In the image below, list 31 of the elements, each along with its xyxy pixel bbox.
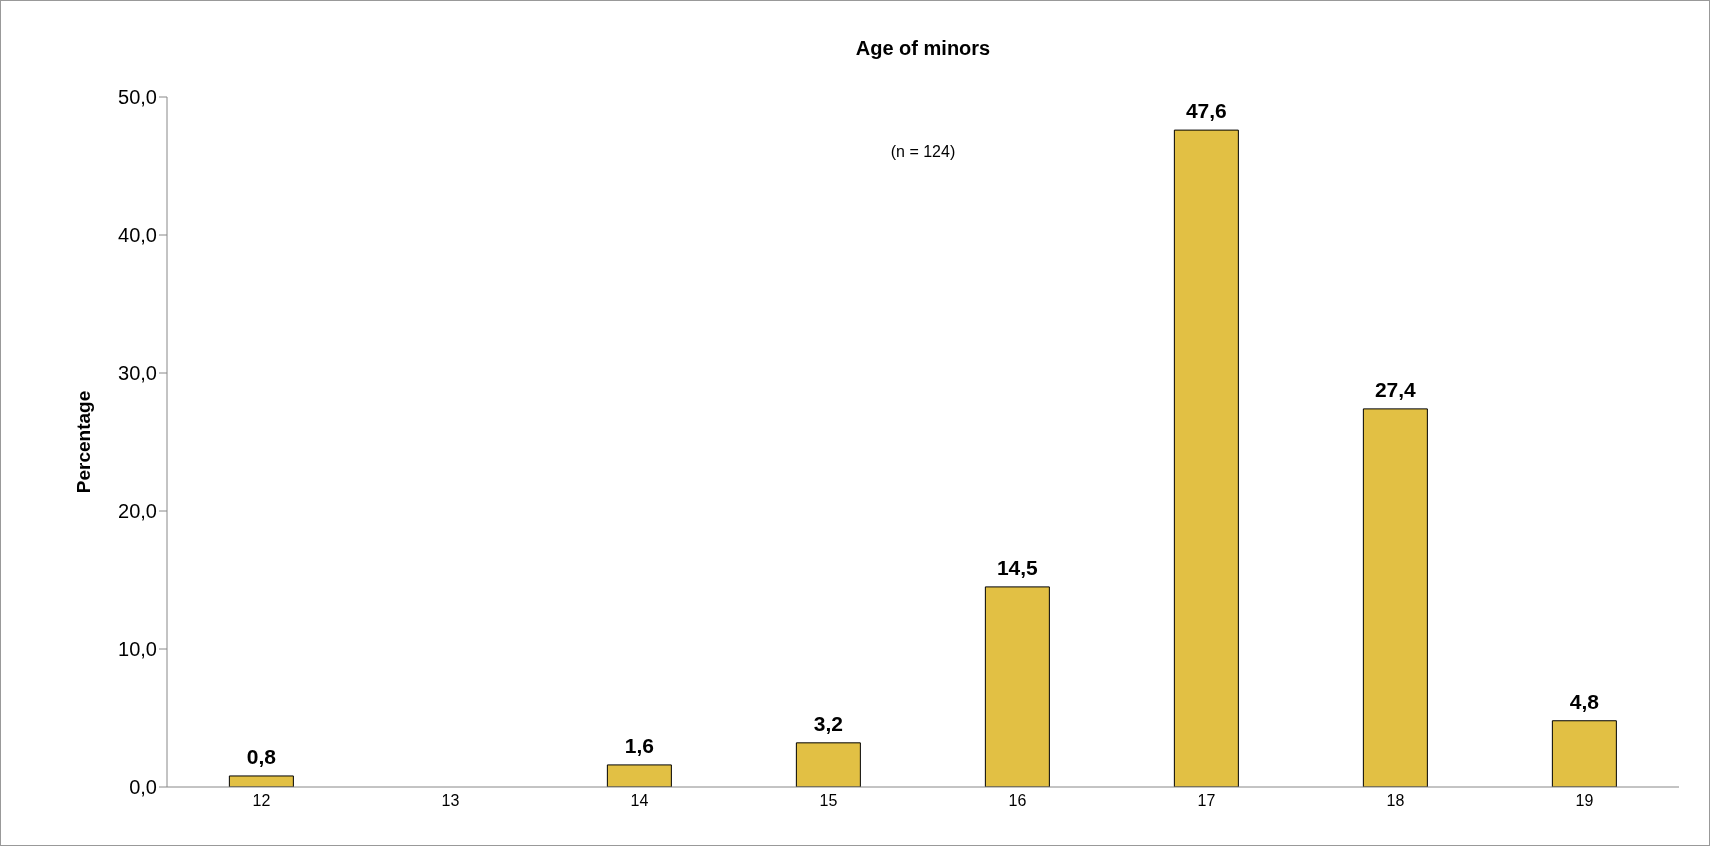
x-tick-label: 18 <box>1386 792 1405 810</box>
x-tick-label: 17 <box>1197 792 1216 810</box>
x-tick-label: 15 <box>819 792 838 810</box>
y-tick-label: 40,0 <box>118 224 157 247</box>
data-label: 14,5 <box>996 555 1039 579</box>
y-tick-label: 30,0 <box>118 362 157 385</box>
data-label: 0,8 <box>246 744 277 768</box>
chart-title: Age of minors <box>854 37 992 60</box>
data-label: 1,6 <box>624 733 654 757</box>
bar <box>795 742 861 787</box>
x-tick-label: 13 <box>441 792 460 810</box>
y-tick-label: 50,0 <box>118 86 157 109</box>
annotation: (n = 124) <box>889 143 957 161</box>
y-tick-label: 0,0 <box>129 776 157 799</box>
data-label: 3,2 <box>813 711 843 735</box>
bar <box>984 586 1050 787</box>
bar <box>606 764 672 787</box>
data-label: 27,4 <box>1374 377 1417 401</box>
x-tick-label: 16 <box>1008 792 1027 810</box>
data-label: 4,8 <box>1569 689 1600 713</box>
x-tick-label: 19 <box>1575 792 1594 810</box>
x-tick-label: 14 <box>630 792 649 810</box>
data-label: 47,6 <box>1185 99 1227 123</box>
bar <box>1551 720 1617 787</box>
bar <box>228 775 294 787</box>
y-tick-label: 10,0 <box>118 638 157 661</box>
x-tick-label: 12 <box>252 792 271 810</box>
bar <box>1362 408 1428 787</box>
y-tick-label: 20,0 <box>118 500 157 523</box>
y-axis-title: Percentage <box>72 390 94 494</box>
bar <box>1173 129 1239 787</box>
